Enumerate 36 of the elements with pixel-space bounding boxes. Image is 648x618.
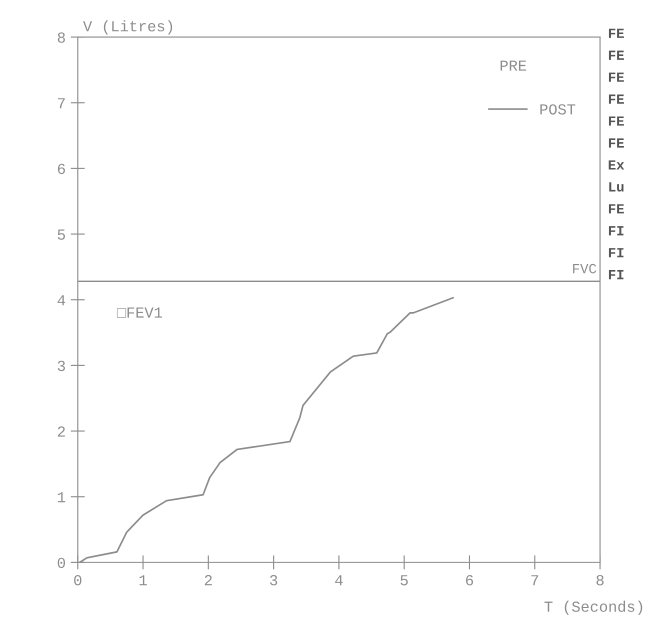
x-tick-label: 5	[400, 575, 408, 586]
x-tick-label: 3	[270, 575, 278, 586]
x-tick-label: 7	[531, 575, 538, 586]
text: FI	[608, 226, 624, 236]
text: FE	[608, 116, 624, 126]
y-tick-label: 7	[58, 98, 65, 108]
y-tick-label: 4	[58, 295, 66, 306]
x-axis-title: T (Seconds)	[544, 600, 642, 615]
ref-line-label: FVC	[573, 264, 596, 274]
x-tick-label: 1	[140, 575, 147, 586]
text: FE	[608, 138, 624, 148]
y-tick-label: 3	[58, 360, 65, 372]
x-tick-label: 2	[204, 575, 212, 586]
text: FE	[608, 94, 624, 104]
y-axis-title: V (Litres)	[83, 20, 172, 34]
y-tick-label: 5	[58, 230, 65, 240]
text: Ex	[608, 160, 624, 170]
text: FE	[608, 72, 624, 82]
text: FI	[608, 270, 624, 280]
text: FI	[608, 248, 624, 258]
y-tick-label: 6	[58, 164, 65, 174]
x-tick-label: 0	[74, 575, 82, 586]
y-tick-label: 1	[58, 492, 66, 502]
x-tick-label: 6	[466, 575, 474, 586]
legend-label: POST	[540, 104, 576, 115]
text: Lu	[609, 182, 624, 192]
text: FE	[608, 50, 624, 60]
y-tick-label: 8	[58, 32, 65, 43]
y-tick-label: 2	[58, 426, 65, 437]
x-tick-label: 8	[596, 575, 604, 586]
text: FE	[608, 28, 624, 38]
annotation: □FEV1	[116, 308, 162, 318]
y-tick-label: 0	[58, 558, 66, 568]
text: FE	[608, 204, 624, 214]
annotation: PRE	[500, 60, 526, 71]
x-tick-label: 4	[335, 575, 343, 586]
